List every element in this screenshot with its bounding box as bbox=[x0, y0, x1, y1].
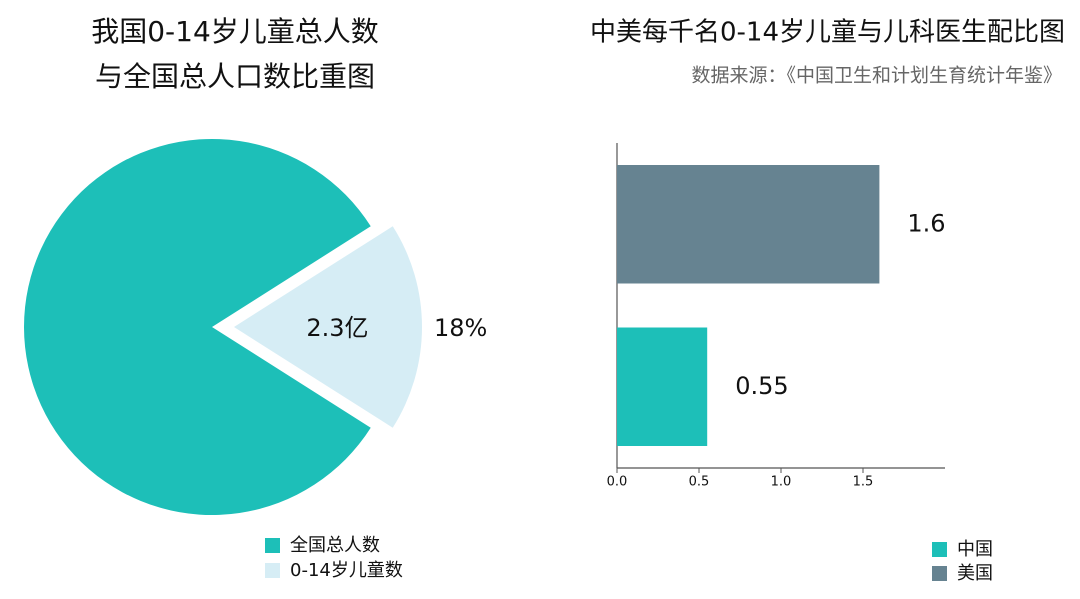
annotation: 2.3亿 bbox=[306, 314, 368, 342]
x-tick-label: 0.0 bbox=[607, 475, 628, 490]
bar-subtitle: 数据来源：《中国卫生和计划生育统计年鉴》 bbox=[691, 65, 1062, 87]
legend-swatch bbox=[265, 538, 280, 553]
bar bbox=[617, 327, 708, 446]
legend-swatch bbox=[265, 563, 280, 578]
bar-title: 中美每千名0-14岁儿童与儿科医生配比图 bbox=[590, 18, 1065, 48]
x-tick-label: 1.0 bbox=[771, 475, 792, 490]
pie-title: 我国0-14岁儿童总人数 bbox=[91, 15, 379, 48]
legend-label: 0-14岁儿童数 bbox=[290, 560, 403, 581]
pie-title: 与全国总人口数比重图 bbox=[95, 60, 375, 93]
value-label: 18% bbox=[434, 314, 487, 342]
value-label: 0.55 bbox=[735, 372, 788, 400]
x-tick-label: 1.5 bbox=[853, 475, 874, 490]
legend-swatch bbox=[932, 566, 947, 581]
legend-label: 全国总人数 bbox=[290, 535, 380, 556]
bar bbox=[617, 165, 880, 284]
legend-label: 美国 bbox=[957, 563, 993, 584]
legend-label: 中国 bbox=[957, 539, 993, 560]
pie-slice bbox=[234, 226, 422, 428]
legend-swatch bbox=[932, 542, 947, 557]
pie-slice bbox=[23, 138, 371, 515]
value-label: 1.6 bbox=[907, 209, 945, 237]
x-tick-label: 0.5 bbox=[689, 475, 710, 490]
